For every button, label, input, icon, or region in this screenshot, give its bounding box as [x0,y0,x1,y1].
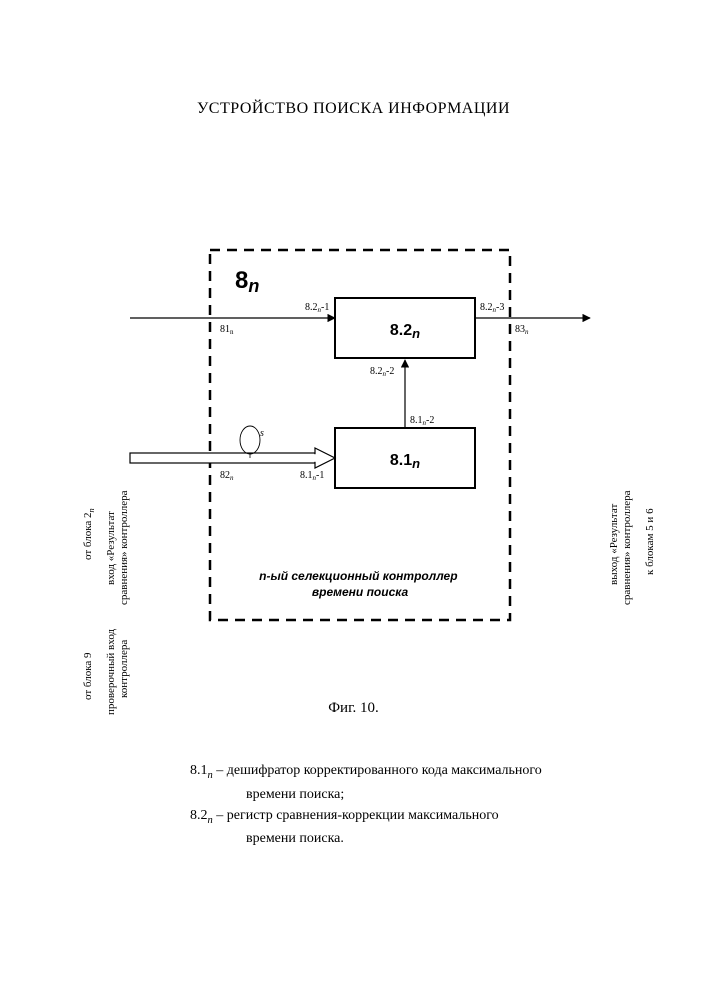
label-from-block-9: от блока 9 [82,652,94,700]
port-label-82n-1: 8.2n-1 [305,302,329,314]
wire-label-82n: 82n [220,470,234,482]
wire-label-83n: 83n [515,324,529,336]
port-label-81n-1: 8.1n-1 [300,470,324,482]
label-to-blocks: к блокам 5 и 6 [644,508,656,575]
wire-label-81n: 81n [220,324,234,336]
dashed-box-caption: n-ый селекционный контроллер времени пои… [259,569,461,599]
port-label-82n-2: 8.2n-2 [370,366,394,378]
figure-caption: Фиг. 10. [0,700,707,717]
page-title: УСТРОЙСТВО ПОИСКА ИНФОРМАЦИИ [0,100,707,118]
diagram-svg: 8n 8.2n 8.1n 81n 8.2n-1 8.2n-3 83n [60,210,640,650]
ellipse-s [240,426,260,454]
ellipse-s-label: s [260,428,264,439]
legend-item-2: 8.2n – регистр сравнения-коррекции макси… [190,805,590,829]
legend-item-1: 8.1n – дешифратор корректированного кода… [190,760,590,784]
legend-item-1-line2: времени поиска; [190,784,590,805]
port-label-82n-3: 8.2n-3 [480,302,504,314]
wire-82n-bus [130,448,335,468]
legend: 8.1n – дешифратор корректированного кода… [190,760,590,849]
label-8n: 8n [235,267,259,296]
page-root: УСТРОЙСТВО ПОИСКА ИНФОРМАЦИИ от блока 2n… [0,0,707,1000]
legend-item-2-line2: времени поиска. [190,828,590,849]
port-label-81n-2: 8.1n-2 [410,415,434,427]
